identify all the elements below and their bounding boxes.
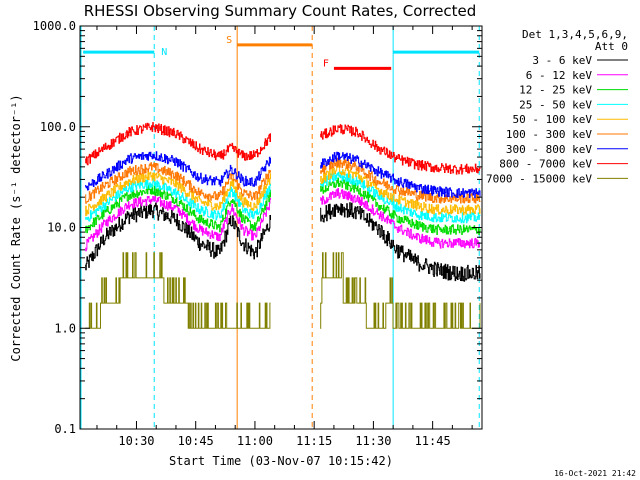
y-tick-label: 0.1 <box>54 422 76 436</box>
series-line-50-100-kev-seg-1 <box>85 170 271 217</box>
series-line-25-50-kev-seg-2 <box>320 171 481 224</box>
legend-label-3: 25 - 50 keV <box>519 98 592 111</box>
y-tick-label: 10.0 <box>47 221 76 235</box>
annotation-n-0: N <box>83 26 167 429</box>
x-tick-label: 10:45 <box>178 434 214 448</box>
annotation-f-2: F <box>323 58 392 70</box>
legend-label-0: 3 - 6 keV <box>532 54 592 67</box>
legend-label-6: 300 - 800 keV <box>506 143 592 156</box>
x-tick-label: 11:00 <box>237 434 273 448</box>
x-tick-label: 11:45 <box>415 434 451 448</box>
x-tick-label: 11:15 <box>296 434 332 448</box>
series-line-800-7000-kev-seg-2 <box>320 124 481 175</box>
series-line-6-12-kev-seg-2 <box>320 188 480 249</box>
legend-label-8: 7000 - 15000 keV <box>486 172 592 185</box>
legend-label-2: 12 - 25 keV <box>519 84 592 97</box>
legend-header-line-1: Det 1,3,4,5,6,9, <box>522 28 628 41</box>
y-tick-label: 1000.0 <box>33 19 76 33</box>
x-tick-label: 10:30 <box>118 434 154 448</box>
legend-label-5: 100 - 300 keV <box>506 128 592 141</box>
footer-timestamp: 16-Oct-2021 21:42 <box>554 469 636 478</box>
series-line-800-7000-kev-seg-1 <box>85 122 271 166</box>
series-line-6-12-kev-seg-1 <box>85 195 271 252</box>
series-line-100-300-kev-seg-2 <box>320 157 481 204</box>
series-line-7000-15000-kev-seg-2 <box>320 252 481 329</box>
x-axis: 10:30 10:45 11:00 11:15 11:30 11:45 <box>96 26 473 448</box>
x-tick-label: 11:30 <box>355 434 391 448</box>
y-axis: 0.1 1.0 10.0 100.0 1000.0 <box>33 19 482 436</box>
y-tick-label: 100.0 <box>40 120 76 134</box>
legend-header-line-2: Att 0 <box>595 40 628 53</box>
annotation-label: F <box>323 58 329 69</box>
legend-label-1: 6 - 12 keV <box>526 69 593 82</box>
annotation-label: N <box>161 47 167 58</box>
series-line-3-6-kev-seg-1 <box>85 202 271 271</box>
y-tick-label: 1.0 <box>54 321 76 335</box>
annotation-label: S <box>226 35 232 46</box>
legend-label-4: 50 - 100 keV <box>513 113 593 126</box>
chart-title: RHESSI Observing Summary Count Rates, Co… <box>84 2 477 20</box>
series-line-300-800-kev-seg-2 <box>320 151 481 199</box>
y-axis-label: Corrected Count Rate (s⁻¹ detector⁻¹) <box>9 94 23 361</box>
series-line-7000-15000-kev-seg-1 <box>85 252 271 329</box>
legend: Det 1,3,4,5,6,9, Att 0 3 - 6 keV 6 - 12 k… <box>486 28 628 185</box>
x-axis-label: Start Time (03-Nov-07 10:15:42) <box>169 454 393 468</box>
series-line-300-800-kev-seg-1 <box>85 151 271 191</box>
legend-label-7: 800 - 7000 keV <box>499 158 592 171</box>
series-line-100-300-kev-seg-1 <box>85 162 271 204</box>
series-line-3-6-kev-seg-2 <box>320 202 481 282</box>
